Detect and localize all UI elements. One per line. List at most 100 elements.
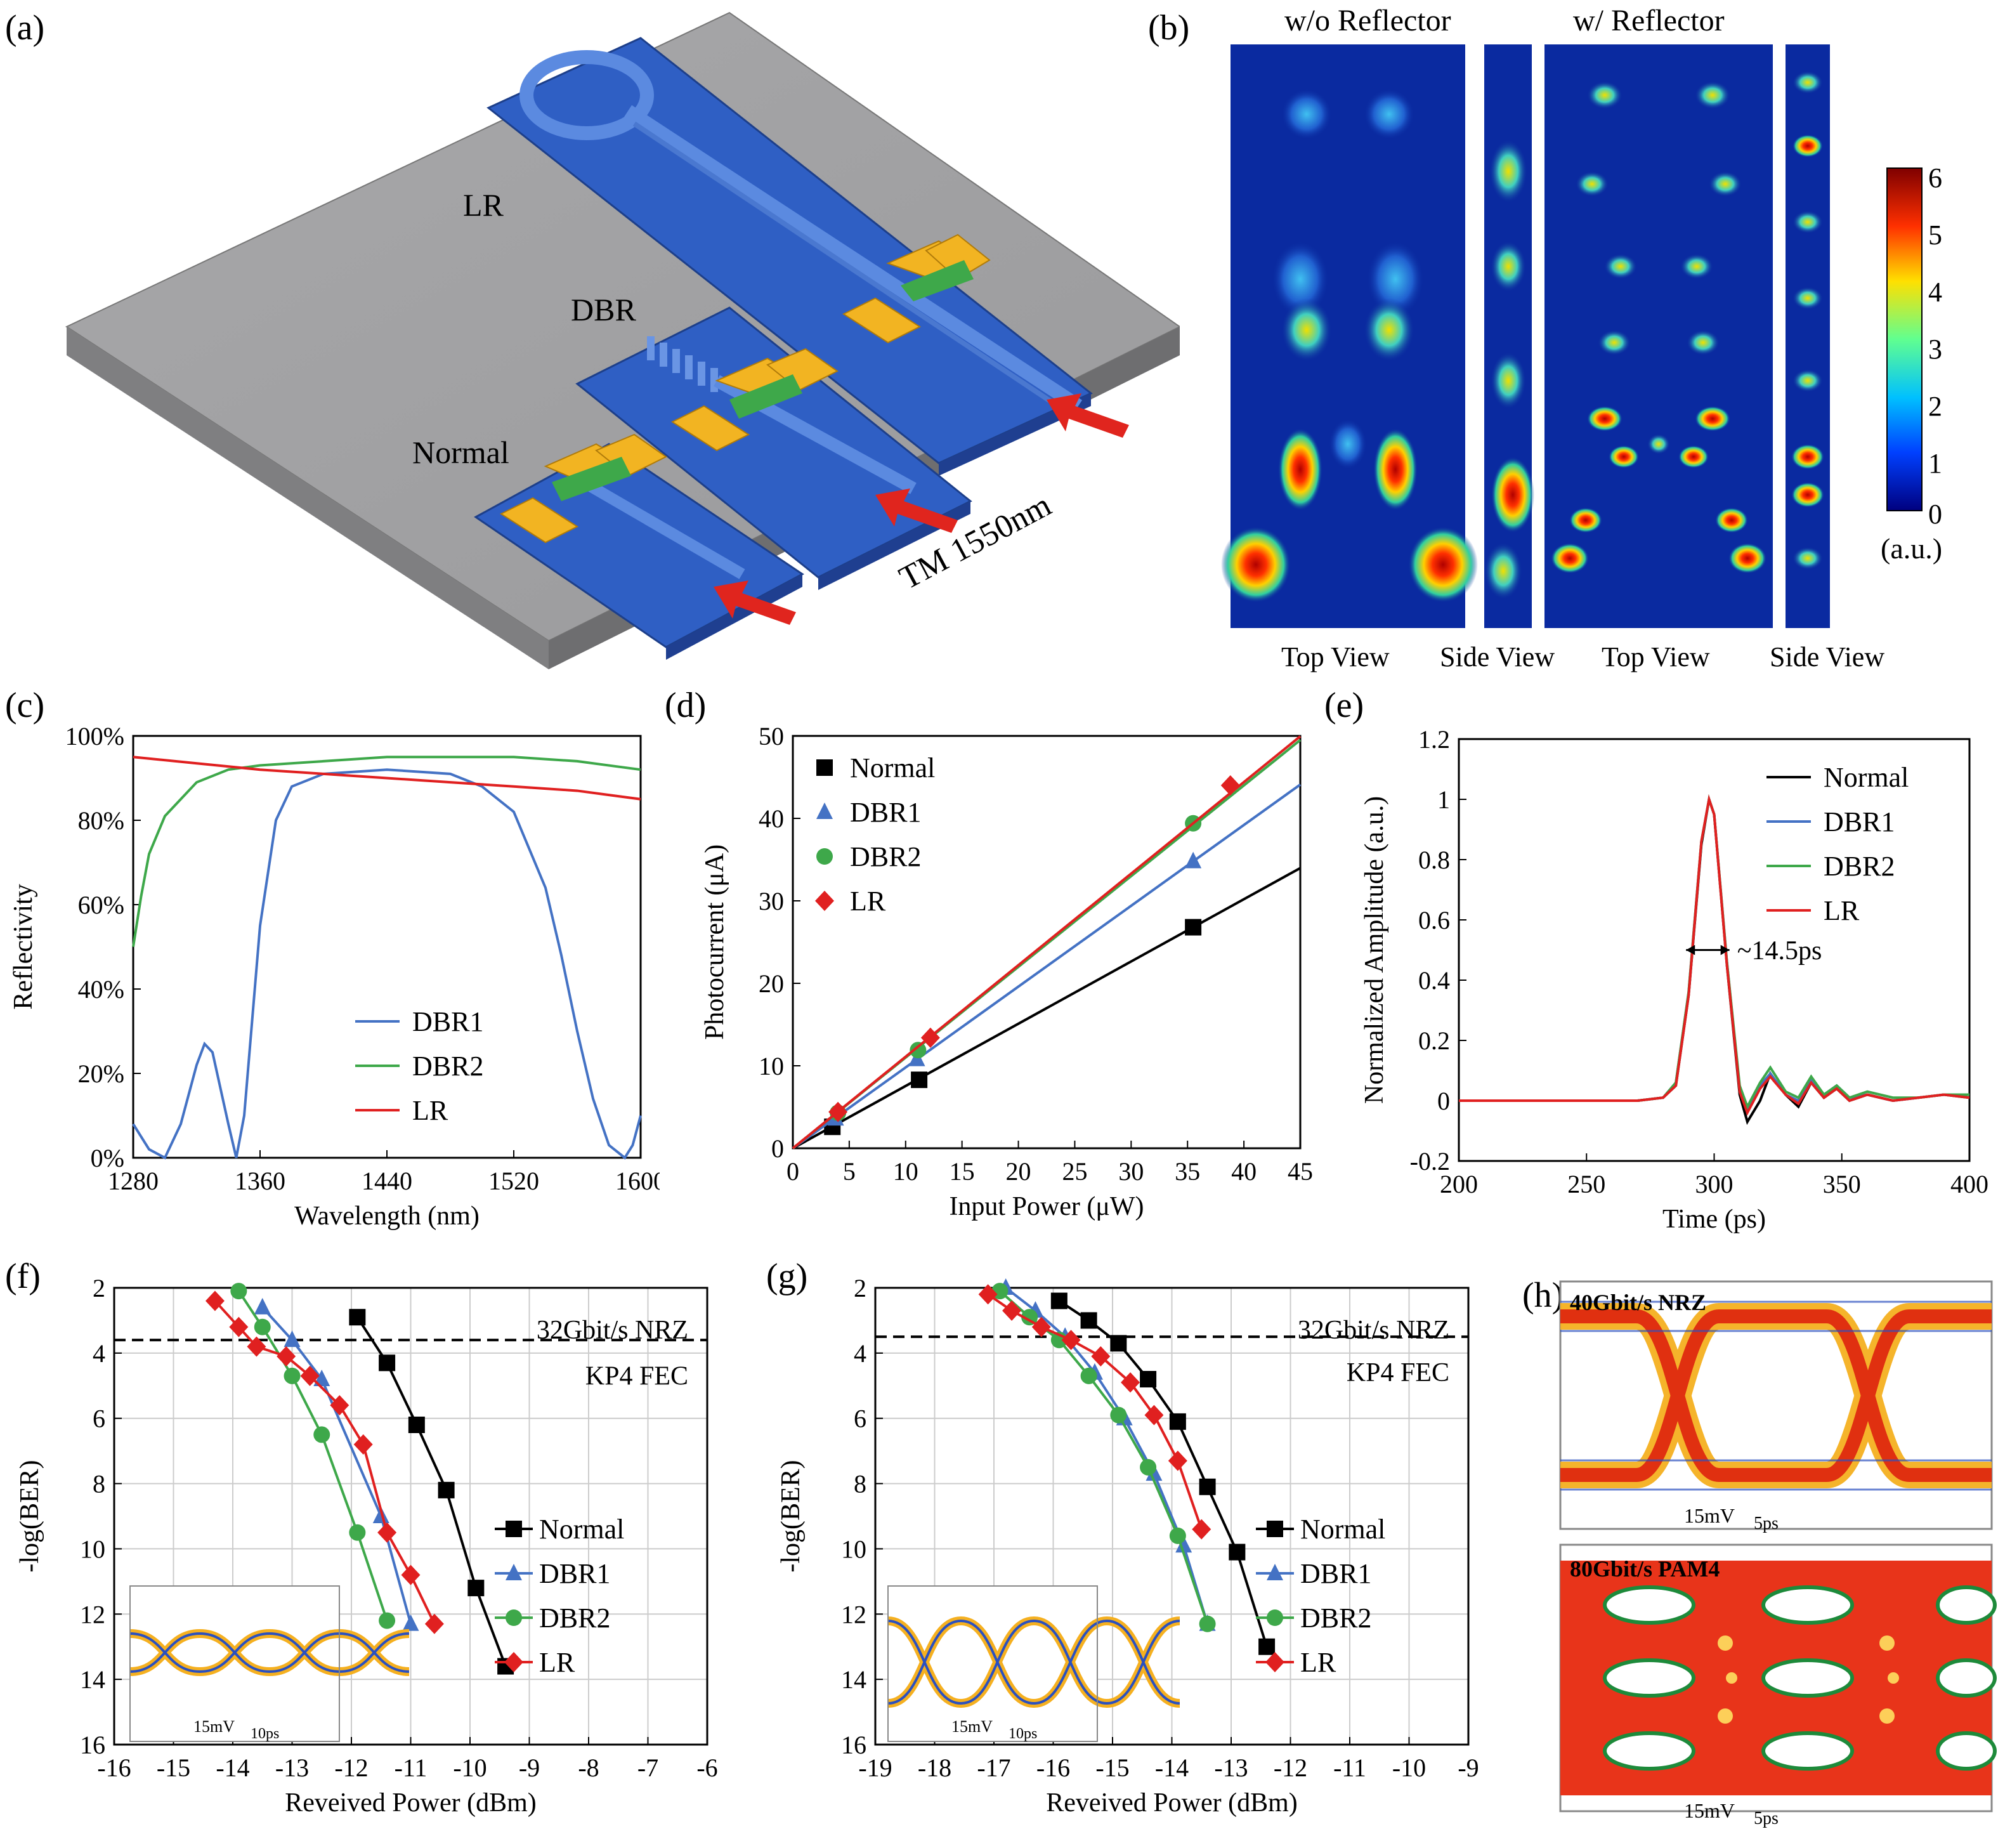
panel-e: (e) 200 250 300 350 400 -0.2 0 0.2 0.4 0.6 0.8 1 1.2 T… [1319,679,1998,1250]
x-tick-label: -10 [453,1753,486,1782]
y-tick-label: 20% [78,1059,124,1088]
y-axis-label: Normalized Amplitude (a.u.) [1360,796,1389,1104]
title-with-reflector: w/ Reflector [1573,4,1725,37]
series-line-normal [1459,799,1970,1125]
legend-label: DBR1 [539,1558,610,1589]
y-tick-label: 0.4 [1418,966,1450,995]
fit-line-lr [792,735,1302,1150]
fwhm-arrow-head-right [1720,945,1730,955]
x-tick-label: -9 [1458,1753,1479,1782]
y-tick-label: 40% [78,975,124,1004]
svg-text:6: 6 [1928,162,1942,193]
data-point-dbr2 [1080,1367,1097,1384]
x-axis-label: Input Power (μW) [949,1192,1144,1221]
panel-label-g: (g) [766,1257,807,1296]
legend-label: DBR2 [1300,1602,1371,1634]
y-tick-label: 14 [841,1665,866,1694]
data-point-dbr1 [402,1614,419,1631]
y-tick-label: 14 [80,1665,105,1694]
y-tick-label: 0.6 [1418,906,1450,934]
x-tick-label: -8 [578,1753,599,1782]
data-point-lr [401,1564,421,1585]
chart-d: (d) 0 5 10 15 20 25 30 35 40 45 0 10 20 30 40 50 Input Po… [665,686,1313,1221]
svg-text:5: 5 [1928,220,1942,251]
y-tick-label: 2 [93,1274,105,1302]
y-tick-label: 10 [759,1052,784,1080]
data-point-dbr1 [1175,1536,1192,1553]
x-tick-label: -18 [918,1753,951,1782]
x-tick-label: 45 [1288,1157,1313,1186]
label-dbr: DBR [571,292,636,327]
panel-d: (d) 0 5 10 15 20 25 30 35 40 45 0 10 20 30 40 50 Input Po… [660,679,1319,1250]
data-point-lr [1168,1450,1187,1471]
legend-marker [816,848,833,865]
eye-nrz: 40Gbit/s NRZ 15mV 5ps [1559,1280,1993,1533]
y-tick-label: 8 [854,1470,866,1498]
data-point-normal [1229,1543,1246,1561]
panel-label-b: (b) [1148,8,1189,48]
data-point-lr [353,1434,373,1455]
x-tick-label: 15 [950,1157,975,1186]
data-point-lr [277,1346,296,1366]
legend-marker [1267,1564,1283,1580]
y-axis-label: Photocurrent (μA) [700,844,729,1040]
title-without-reflector: w/o Reflector [1284,4,1451,37]
y-axis-label: -log(BER) [776,1460,806,1572]
y-axis-label: -log(BER) [15,1460,44,1572]
colorbar-unit: (a.u.) [1881,532,1942,565]
x-tick-label: 1520 [488,1167,539,1195]
x-tick-label: 350 [1823,1170,1861,1198]
y-axis-label: Reflectivity [9,884,38,1009]
x-tick-label: 1600 [615,1167,660,1195]
y-tick-label: 10 [80,1535,105,1563]
fec-label: KP4 FEC [1347,1358,1449,1387]
x-tick-label: 400 [1950,1170,1988,1198]
x-tick-label: 40 [1231,1157,1257,1186]
data-point-lr [330,1395,349,1416]
x-tick-label: -17 [977,1753,1010,1782]
legend-label: Normal [1300,1514,1385,1545]
panel-label-c: (c) [5,686,44,725]
data-point-dbr1 [284,1330,301,1347]
data-point-dbr1 [254,1297,271,1314]
x-tick-label: -14 [216,1753,249,1782]
x-axis-label: Wavelength (nm) [294,1202,480,1231]
x-tick-label: 200 [1440,1170,1478,1198]
x-tick-label: 300 [1695,1170,1734,1198]
y-tick-label: 12 [841,1600,866,1628]
view-label-3: Top View [1602,641,1710,672]
series-line-dbr1 [1459,794,1969,1113]
data-point-lr [920,1027,940,1048]
data-point-lr [300,1365,320,1386]
svg-text:3: 3 [1928,334,1942,365]
panel-f: (f) -16 -15 -14 -13 -12 -11 -10 -9 -8 -7 -6 2 4 6 8 10 12… [0,1250,761,1845]
panel-label-a: (a) [5,8,44,48]
legend-marker [815,891,834,911]
x-tick-label: -13 [275,1753,309,1782]
panel-c: (c) 1280 1360 1440 1520 1600 0% 20% 40% 60% 80% 100… [0,679,666,1250]
data-point-normal [1080,1312,1097,1329]
legend-label: Normal [850,752,935,783]
plot-frame [132,735,642,1159]
panel-label-h: (h) [1522,1276,1564,1315]
lr-device: LR [463,37,1093,476]
data-point-normal [349,1309,366,1326]
series-line-lr [214,1300,436,1625]
x-tick-label: 10 [893,1157,918,1186]
heatmap-top-view-with [1544,44,1773,628]
y-tick-label: 12 [80,1600,105,1628]
data-point-normal [911,1071,928,1089]
data-point-dbr2 [230,1283,247,1300]
fwhm-label: ~14.5ps [1737,936,1822,966]
x-tick-label: -16 [97,1753,131,1782]
plot-frame [792,735,1302,1150]
eye-pam4-voltage: 15mV [1684,1799,1735,1822]
x-tick-label: 0 [787,1157,799,1186]
view-label-1: Top View [1281,641,1390,672]
legend-label: DBR2 [1824,851,1895,882]
panel-b: (b) w/o Reflector w/ Reflector Top Vi [1148,0,1998,679]
x-axis-label: Reveived Power (dBm) [285,1788,537,1818]
legend-marker [506,1564,522,1580]
data-point-normal [467,1580,485,1597]
data-point-dbr2 [1199,1615,1216,1632]
